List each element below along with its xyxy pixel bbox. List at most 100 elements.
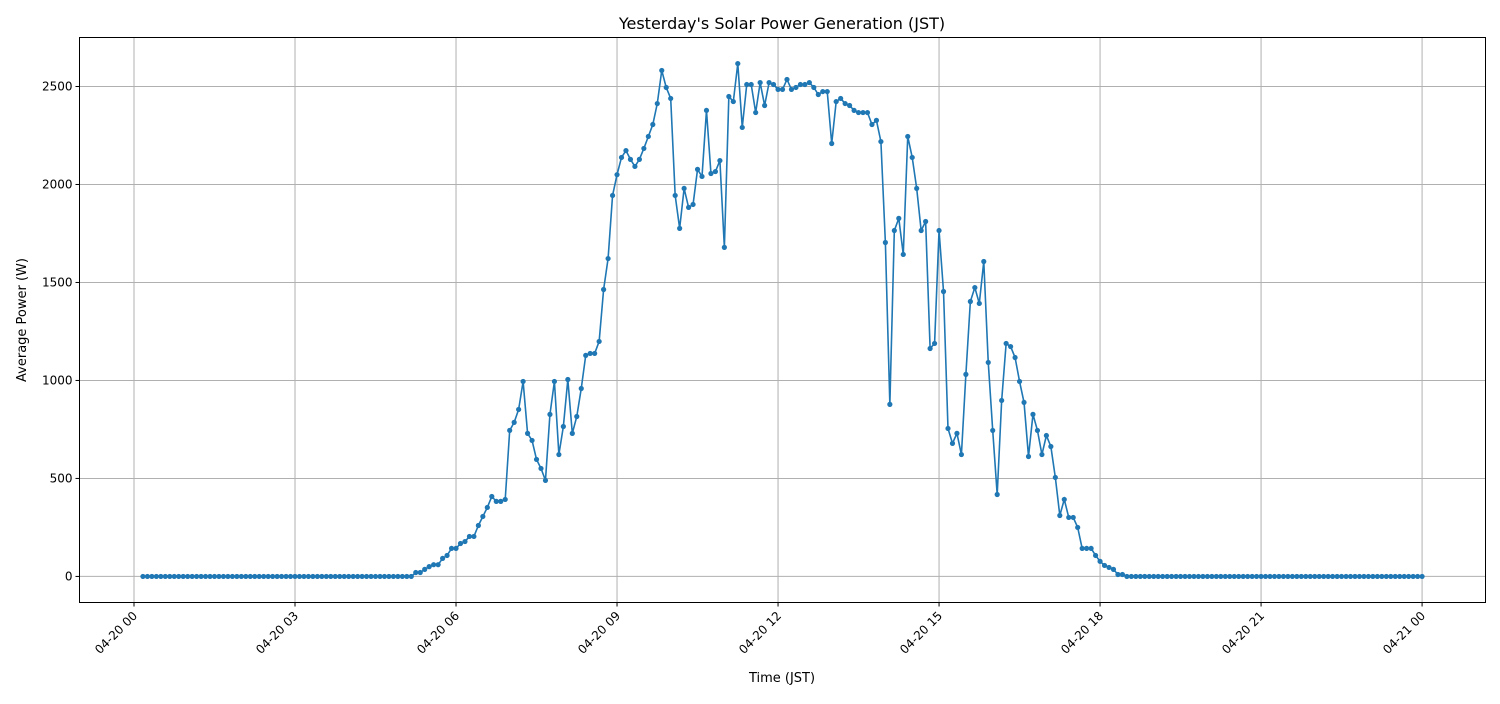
data-point <box>945 425 951 432</box>
data-point <box>985 359 991 366</box>
data-point <box>994 491 1000 498</box>
y-tick-label: 1500 <box>42 275 73 289</box>
data-point <box>770 81 777 88</box>
data-point <box>1361 573 1367 580</box>
data-point <box>650 121 656 128</box>
data-point <box>484 504 490 511</box>
data-point <box>1218 573 1224 580</box>
data-point <box>1160 573 1166 580</box>
data-point <box>1186 573 1193 580</box>
data-point <box>1334 573 1340 580</box>
data-point <box>243 573 249 580</box>
data-point <box>896 215 902 221</box>
data-point <box>1119 571 1126 578</box>
data-point <box>1057 512 1063 519</box>
data-point <box>404 573 410 580</box>
data-point <box>355 573 361 580</box>
data-point <box>1406 573 1412 580</box>
data-point <box>261 573 267 580</box>
data-point <box>802 81 808 88</box>
data-point <box>990 427 996 434</box>
data-point <box>538 465 544 472</box>
x-tick-label: 04-20 12 <box>736 609 784 657</box>
data-point <box>1146 573 1152 580</box>
data-point <box>225 573 231 580</box>
data-point <box>1236 573 1242 580</box>
data-point <box>256 573 262 580</box>
data-point <box>623 147 629 154</box>
data-point <box>1383 573 1389 580</box>
data-point <box>1075 524 1081 531</box>
data-point <box>270 573 276 580</box>
data-point <box>645 133 651 140</box>
data-point <box>229 573 235 580</box>
data-point <box>167 573 173 580</box>
data-point <box>565 376 571 383</box>
data-point <box>448 545 455 552</box>
data-point <box>659 67 665 74</box>
data-point <box>824 88 830 95</box>
data-point <box>238 573 244 580</box>
data-point <box>287 573 294 580</box>
data-point <box>1039 451 1045 458</box>
data-point <box>1285 573 1291 580</box>
data-point <box>319 573 325 580</box>
data-point <box>180 573 186 580</box>
data-point <box>779 86 786 93</box>
data-point <box>793 84 799 91</box>
data-point <box>726 93 732 100</box>
data-point <box>153 573 159 580</box>
data-point <box>1048 443 1054 450</box>
data-point <box>529 437 535 444</box>
data-point <box>618 154 625 161</box>
data-point <box>363 573 370 580</box>
data-point <box>1343 573 1349 580</box>
data-point <box>1388 573 1394 580</box>
data-point <box>1021 399 1027 406</box>
data-point <box>1066 514 1072 521</box>
y-tick-label: 1000 <box>42 373 73 387</box>
data-point <box>1061 496 1067 503</box>
data-point <box>1271 573 1278 580</box>
x-tick-label: 04-20 21 <box>1219 609 1267 657</box>
data-point <box>744 81 750 88</box>
data-point <box>560 423 566 430</box>
data-point <box>972 284 978 291</box>
data-point <box>1392 573 1398 580</box>
data-point <box>690 201 696 208</box>
data-point <box>516 406 522 413</box>
data-point <box>399 573 405 580</box>
data-point <box>346 573 352 580</box>
data-point <box>1312 573 1318 580</box>
data-point <box>533 456 540 463</box>
data-point <box>685 204 692 211</box>
data-point <box>1338 573 1345 580</box>
data-line <box>142 63 1423 578</box>
data-point <box>864 109 871 116</box>
data-point <box>489 493 495 500</box>
data-point <box>1052 474 1058 481</box>
data-point <box>757 79 763 86</box>
x-tick-label: 04-20 06 <box>414 609 462 657</box>
data-point <box>144 573 151 580</box>
data-point <box>310 573 316 580</box>
data-point <box>811 84 817 91</box>
data-point <box>1379 573 1385 580</box>
data-point <box>1365 573 1372 580</box>
data-point <box>1204 573 1210 580</box>
data-point <box>332 573 338 580</box>
data-point <box>641 145 647 152</box>
data-point <box>158 573 164 580</box>
data-point <box>1097 558 1103 564</box>
data-point <box>1070 514 1076 521</box>
data-point <box>507 427 513 434</box>
x-tick-label: 04-20 18 <box>1058 609 1106 657</box>
data-point <box>1321 573 1327 580</box>
data-point <box>350 573 356 580</box>
data-point <box>1173 573 1179 580</box>
data-point <box>855 109 862 116</box>
data-point <box>601 286 607 293</box>
data-point <box>936 227 942 234</box>
data-point <box>587 350 593 357</box>
